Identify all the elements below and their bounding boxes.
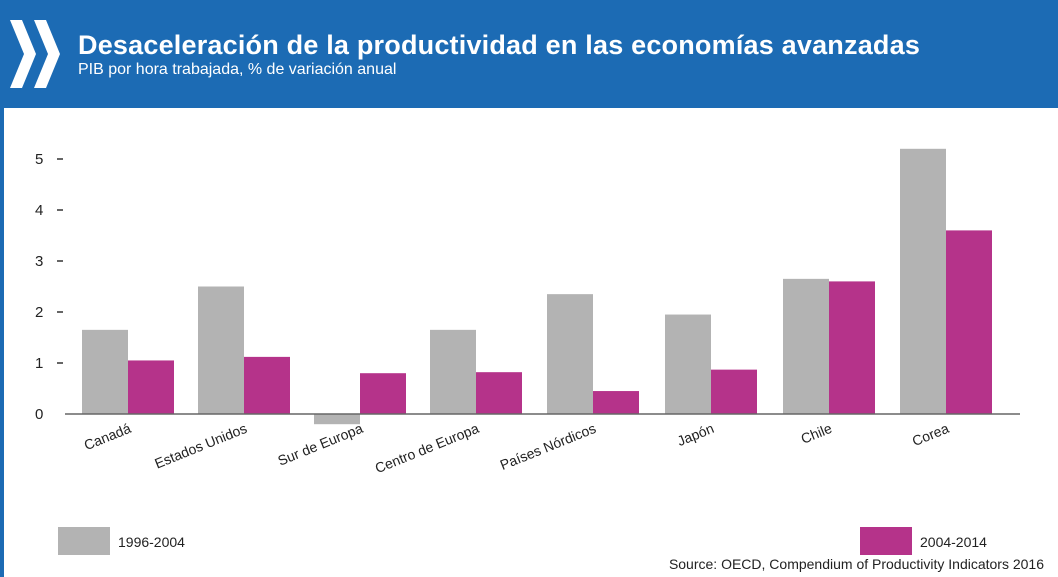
bar-2004-2014-5 (711, 369, 757, 414)
y-tick-label-0: 0 (35, 406, 43, 423)
bar-1996-2004-5 (665, 314, 711, 414)
bar-1996-2004-1 (198, 286, 244, 414)
bar-2004-2014-3 (476, 372, 522, 414)
double-chevron-right-icon (10, 20, 60, 88)
bar-1996-2004-4 (547, 294, 593, 414)
legend-swatch-1996-2004 (58, 527, 110, 555)
y-tick-label-5: 5 (35, 151, 43, 168)
x-tick-label-0: Canadá (82, 420, 134, 453)
x-tick-label-6: Chile (799, 420, 835, 447)
legend-label-2004-2014: 2004-2014 (920, 534, 987, 550)
y-tick-label-3: 3 (35, 253, 43, 270)
chart-source: Source: OECD, Compendium of Productivity… (668, 556, 1044, 572)
chart-header: Desaceleración de la productividad en la… (0, 0, 1058, 108)
x-tick-label-5: Japón (675, 420, 716, 449)
bar-1996-2004-2 (314, 414, 360, 425)
bar-2004-2014-2 (360, 373, 406, 414)
bar-1996-2004-6 (783, 278, 829, 414)
x-tick-label-1: Estados Unidos (152, 420, 249, 472)
chart-subtitle: PIB por hora trabajada, % de variación a… (78, 61, 397, 78)
legend-label-1996-2004: 1996-2004 (118, 534, 185, 550)
bar-1996-2004-7 (900, 148, 946, 415)
bar-2004-2014-1 (244, 356, 290, 414)
bar-1996-2004-3 (430, 329, 476, 414)
x-tick-label-7: Corea (910, 420, 952, 449)
y-tick-label-1: 1 (35, 355, 43, 372)
x-tick-label-4: Países Nórdicos (498, 420, 599, 473)
x-tick-label-2: Sur de Europa (275, 420, 365, 469)
y-tick-label-4: 4 (35, 202, 43, 219)
bar-2004-2014-6 (829, 281, 875, 414)
chart-title: Desaceleración de la productividad en la… (78, 30, 921, 60)
bar-2004-2014-0 (128, 360, 174, 414)
legend-swatch-2004-2014 (860, 527, 912, 555)
bar-2004-2014-4 (593, 391, 639, 414)
y-tick-label-2: 2 (35, 304, 43, 321)
bar-2004-2014-7 (946, 230, 992, 414)
x-tick-label-3: Centro de Europa (373, 420, 482, 476)
bar-1996-2004-0 (82, 329, 128, 414)
